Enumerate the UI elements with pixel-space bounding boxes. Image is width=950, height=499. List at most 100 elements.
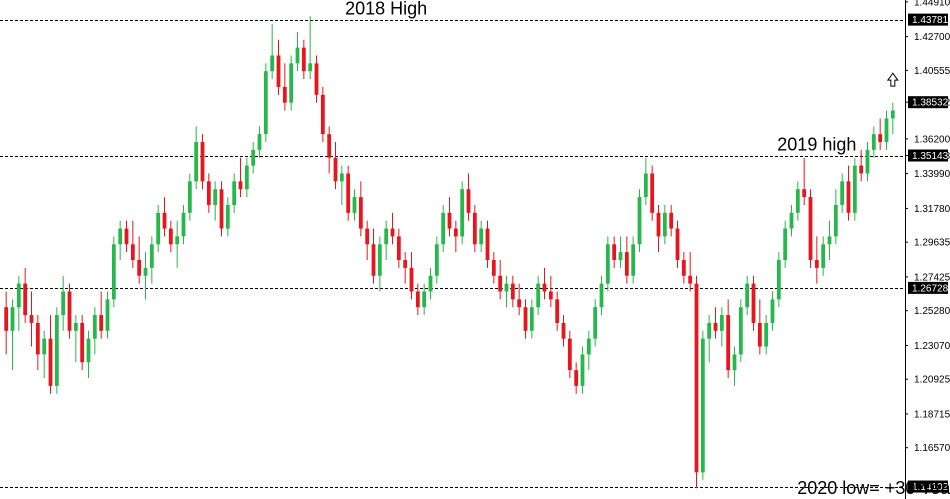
- price-badge-label: 1.43781: [912, 15, 949, 26]
- candle-body: [396, 236, 401, 261]
- candle: [251, 142, 256, 174]
- candle-body: [251, 149, 256, 166]
- candle: [846, 165, 851, 221]
- candle-body: [130, 244, 135, 261]
- candle: [10, 299, 15, 371]
- candle: [434, 236, 439, 284]
- candle: [358, 181, 363, 237]
- candle-body: [276, 55, 281, 87]
- candle: [194, 126, 199, 190]
- candle: [523, 299, 528, 339]
- price-badge: [908, 96, 948, 109]
- candle-body: [890, 110, 895, 119]
- candle-body: [92, 315, 97, 339]
- candle: [23, 267, 28, 323]
- y-tick-label: 1.20925: [914, 375, 950, 386]
- candle-body: [282, 86, 287, 103]
- candle: [29, 291, 34, 347]
- candle: [213, 181, 218, 221]
- candle-body: [213, 189, 218, 205]
- candle: [542, 267, 547, 300]
- candle: [884, 110, 889, 150]
- candle-body: [840, 181, 845, 205]
- candle: [504, 275, 509, 308]
- candle: [726, 299, 731, 379]
- candle: [4, 291, 9, 355]
- candle: [111, 236, 116, 308]
- candle-body: [631, 244, 636, 276]
- candle-body: [111, 244, 116, 300]
- candle-body: [390, 228, 395, 237]
- candle-body: [707, 322, 712, 339]
- candle-body: [662, 212, 667, 237]
- y-tick-label: 1.25280: [914, 306, 950, 317]
- candle-body: [548, 291, 553, 300]
- candle: [92, 307, 97, 355]
- candle: [688, 252, 693, 292]
- candle-body: [99, 315, 104, 331]
- candle: [612, 236, 617, 268]
- candle-body: [428, 275, 433, 292]
- candle-body: [263, 71, 268, 135]
- candle: [840, 173, 845, 213]
- candle-body: [738, 307, 743, 355]
- candle-body: [200, 142, 205, 182]
- price-badge: [908, 13, 948, 26]
- candle-body: [726, 315, 731, 371]
- candle-body: [859, 165, 864, 174]
- candle-body: [675, 228, 680, 261]
- candle: [700, 330, 705, 481]
- candle: [384, 220, 389, 261]
- candle: [42, 330, 47, 379]
- candle-body: [441, 212, 446, 245]
- candle-body: [42, 338, 47, 355]
- candle-body: [301, 47, 306, 72]
- candle-body: [719, 315, 724, 331]
- candle-body: [453, 228, 458, 237]
- candle-body: [580, 354, 585, 386]
- candle: [415, 283, 420, 316]
- candle: [827, 220, 832, 261]
- candle: [776, 252, 781, 308]
- candle-body: [308, 63, 313, 72]
- y-tick-label: 1.16570: [914, 443, 950, 454]
- candle-body: [618, 252, 623, 261]
- candle: [802, 157, 807, 205]
- y-tick-label: 1.44910: [914, 0, 950, 8]
- candle: [795, 181, 800, 221]
- candle: [713, 307, 718, 339]
- candle: [130, 220, 135, 268]
- candle: [105, 291, 110, 339]
- candle: [333, 142, 338, 190]
- candle-body: [605, 244, 610, 284]
- candle: [738, 299, 743, 363]
- candle-body: [377, 244, 382, 276]
- candle-body: [295, 47, 300, 64]
- candle: [377, 236, 382, 292]
- candle-body: [289, 63, 294, 103]
- candle: [732, 346, 737, 386]
- candle-body: [352, 197, 357, 213]
- candle-body: [270, 55, 275, 72]
- candle: [517, 283, 522, 316]
- candle-body: [846, 181, 851, 213]
- candle: [593, 299, 598, 347]
- candle-body: [637, 197, 642, 245]
- y-tick-label: 1.40555: [914, 66, 950, 77]
- candle: [586, 330, 591, 371]
- candle-body: [225, 204, 230, 229]
- candle-body: [751, 283, 756, 323]
- candle-body: [643, 173, 648, 198]
- candle-body: [181, 212, 186, 237]
- candle-body: [865, 149, 870, 174]
- candle-body: [878, 134, 883, 143]
- price-badge-label: 1.14102: [912, 482, 949, 493]
- candle: [365, 220, 370, 261]
- price-badge-label: 1.35143: [912, 151, 949, 162]
- candle: [751, 275, 756, 331]
- candle: [580, 346, 585, 394]
- y-tick-label: 1.31780: [914, 204, 950, 215]
- candle-body: [162, 212, 167, 229]
- candle: [156, 204, 161, 253]
- candle-body: [542, 283, 547, 292]
